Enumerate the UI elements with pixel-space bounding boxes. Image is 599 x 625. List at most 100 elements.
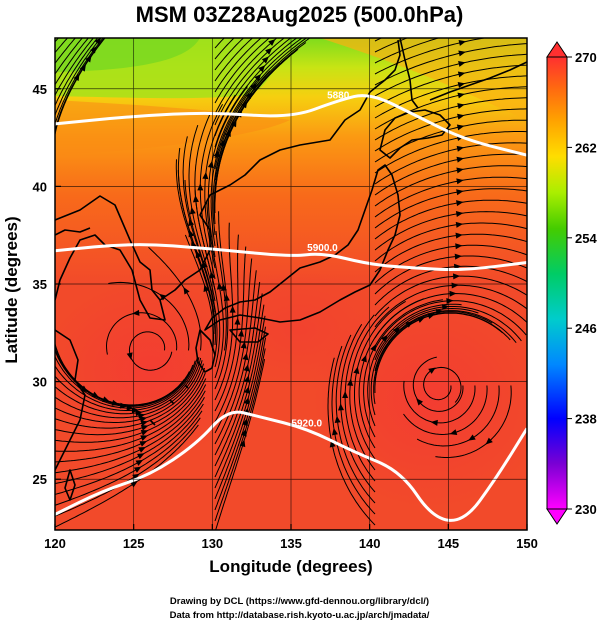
streamline-arrow <box>449 290 457 297</box>
streamline <box>327 357 376 526</box>
streamline <box>55 384 207 463</box>
streamline-arrow <box>458 60 466 67</box>
streamline <box>214 38 285 126</box>
streamline <box>55 357 202 419</box>
streamline-arrow <box>183 286 190 295</box>
streamline <box>214 234 239 412</box>
streamline-arrow <box>458 50 466 57</box>
streamline <box>214 38 308 170</box>
streamline-arrow <box>119 402 128 409</box>
streamline <box>55 38 89 86</box>
streamline <box>55 357 198 411</box>
streamline-arrow <box>244 386 250 394</box>
streamline-arrow <box>126 405 134 412</box>
streamline-arrow <box>189 206 196 215</box>
streamline <box>374 64 527 108</box>
streamline-arrow <box>457 82 466 88</box>
streamline <box>55 360 196 409</box>
streamline-arrow <box>140 430 149 436</box>
streamline-arrow <box>140 420 149 427</box>
streamline-arrow <box>242 418 248 427</box>
streamline-arrow <box>456 178 464 185</box>
streamline <box>370 307 479 416</box>
streamline-arrow <box>456 167 464 174</box>
streamline-arrow <box>457 113 465 120</box>
streamline <box>55 372 206 443</box>
streamline <box>207 86 248 258</box>
streamline-arrow <box>331 427 338 436</box>
colorbar-label: 254 <box>575 231 597 246</box>
streamline <box>55 38 102 117</box>
streamline <box>214 38 225 49</box>
streamline-arrow <box>265 47 273 55</box>
x-tick-label: 140 <box>359 536 381 551</box>
streamline-arrow <box>240 429 247 437</box>
streamline-arrow <box>238 329 245 337</box>
streamline-arrow <box>393 326 401 334</box>
streamline-arrow <box>381 334 388 342</box>
streamline-arrow <box>243 397 250 405</box>
streamline <box>374 38 409 53</box>
streamline <box>214 304 265 478</box>
streamline <box>55 38 99 107</box>
graticule <box>55 38 527 530</box>
streamline <box>374 306 522 361</box>
colorbar-label: 230 <box>575 502 597 517</box>
contour-line <box>55 243 527 272</box>
streamline <box>51 297 53 303</box>
streamline <box>50 219 53 220</box>
streamline <box>344 314 376 482</box>
streamline-arrow <box>334 415 341 424</box>
streamline <box>374 38 487 75</box>
streamline <box>51 286 53 289</box>
x-tick-label: 120 <box>44 536 66 551</box>
streamline-arrow <box>240 341 247 349</box>
credit-data: Data from http://database.rish.kyoto-u.a… <box>169 610 430 621</box>
streamline <box>340 324 376 493</box>
streamline <box>50 161 53 176</box>
contour-label: 5880 <box>327 90 350 101</box>
streamline <box>55 38 69 54</box>
streamline-arrow <box>455 211 464 217</box>
wind-streamlines <box>50 38 527 530</box>
streamline <box>55 355 194 407</box>
streamline-arrow <box>361 354 367 363</box>
streamline-arrow <box>405 321 413 328</box>
streamline <box>55 424 199 528</box>
streamline-arrow <box>485 437 493 445</box>
streamline <box>374 108 527 152</box>
streamline-arrow <box>132 473 140 480</box>
streamline-arrow <box>268 39 276 46</box>
streamline-arrow <box>138 447 146 453</box>
streamline-arrow <box>449 429 458 435</box>
streamline <box>214 211 229 390</box>
streamline <box>210 77 260 247</box>
y-tick-label: 45 <box>33 82 47 97</box>
colorbar-label: 238 <box>575 412 597 427</box>
streamline <box>374 300 527 350</box>
streamline <box>374 211 527 251</box>
streamline <box>374 255 527 295</box>
streamline <box>374 142 527 185</box>
x-axis-label: Longitude (degrees) <box>209 557 373 576</box>
streamline <box>214 315 266 489</box>
streamline-arrow <box>452 273 461 280</box>
streamline-arrow <box>140 435 148 441</box>
streamline-arrow <box>454 253 462 260</box>
streamline-arrow <box>456 145 465 152</box>
streamline <box>214 246 247 423</box>
streamline-arrow <box>244 375 250 383</box>
streamline-arrow <box>135 410 143 416</box>
streamline <box>374 131 527 174</box>
streamline-arrow <box>137 453 145 460</box>
streamline-arrow <box>347 378 354 386</box>
streamline <box>358 298 425 449</box>
streamline <box>215 359 265 530</box>
x-tick-label: 145 <box>437 536 459 551</box>
map-title: MSM 03Z28Aug2025 (500.0hPa) <box>135 2 464 27</box>
x-ticks: 120 125 130 135 140 145 150 <box>44 524 538 551</box>
streamline-arrow <box>229 305 236 313</box>
x-tick-label: 135 <box>280 536 302 551</box>
streamline-arrow <box>202 171 209 180</box>
streamline <box>416 385 500 447</box>
